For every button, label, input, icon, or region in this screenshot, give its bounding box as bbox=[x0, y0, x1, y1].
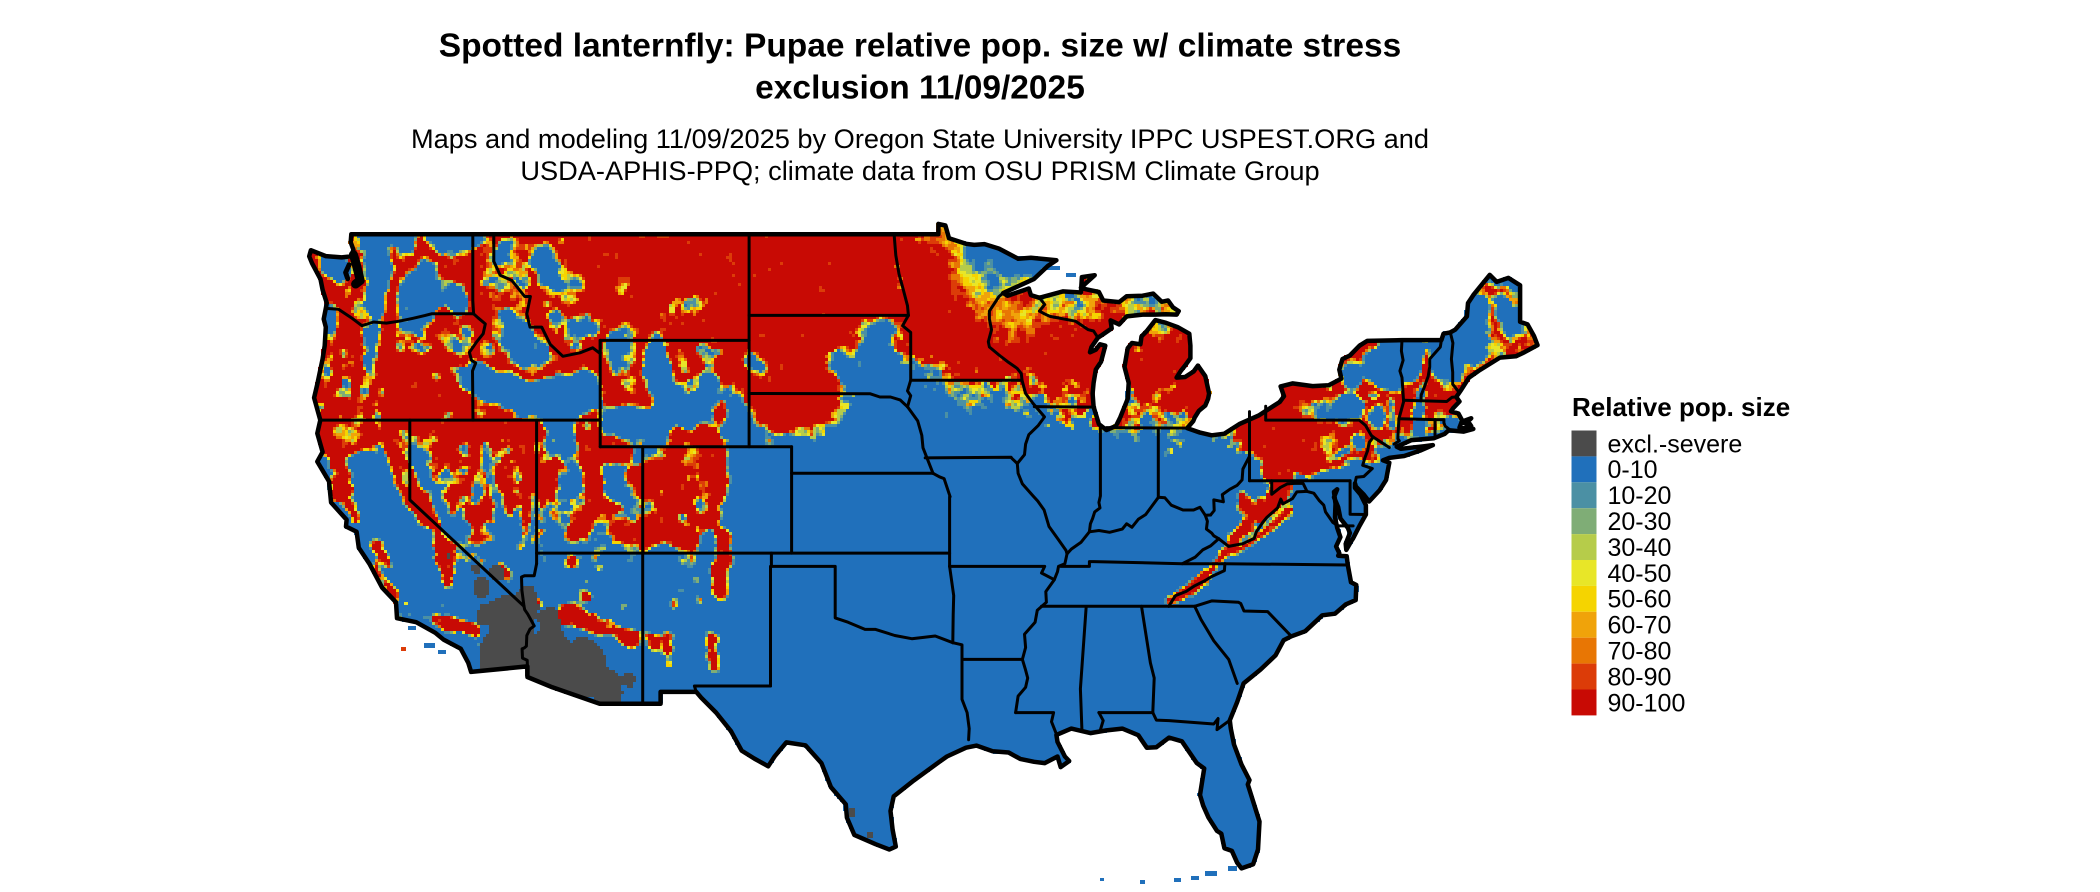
svg-text:90-100: 90-100 bbox=[1608, 689, 1686, 717]
svg-text:40-50: 40-50 bbox=[1608, 560, 1672, 588]
svg-text:Relative pop. size: Relative pop. size bbox=[1572, 392, 1790, 422]
svg-text:0-10: 0-10 bbox=[1608, 456, 1658, 484]
svg-text:USDA-APHIS-PPQ; climate data f: USDA-APHIS-PPQ; climate data from OSU PR… bbox=[520, 155, 1319, 186]
svg-text:70-80: 70-80 bbox=[1608, 638, 1672, 666]
svg-text:80-90: 80-90 bbox=[1608, 663, 1672, 691]
svg-text:Spotted lanternfly: Pupae rela: Spotted lanternfly: Pupae relative pop. … bbox=[439, 28, 1402, 65]
svg-text:30-40: 30-40 bbox=[1608, 534, 1672, 562]
svg-text:exclusion 11/09/2025: exclusion 11/09/2025 bbox=[755, 70, 1085, 107]
svg-text:Maps and modeling 11/09/2025 b: Maps and modeling 11/09/2025 by Oregon S… bbox=[411, 123, 1429, 154]
svg-text:excl.-severe: excl.-severe bbox=[1608, 430, 1743, 458]
svg-text:60-70: 60-70 bbox=[1608, 612, 1672, 640]
svg-text:50-60: 50-60 bbox=[1608, 586, 1672, 614]
svg-text:20-30: 20-30 bbox=[1608, 508, 1672, 536]
svg-text:10-20: 10-20 bbox=[1608, 482, 1672, 510]
